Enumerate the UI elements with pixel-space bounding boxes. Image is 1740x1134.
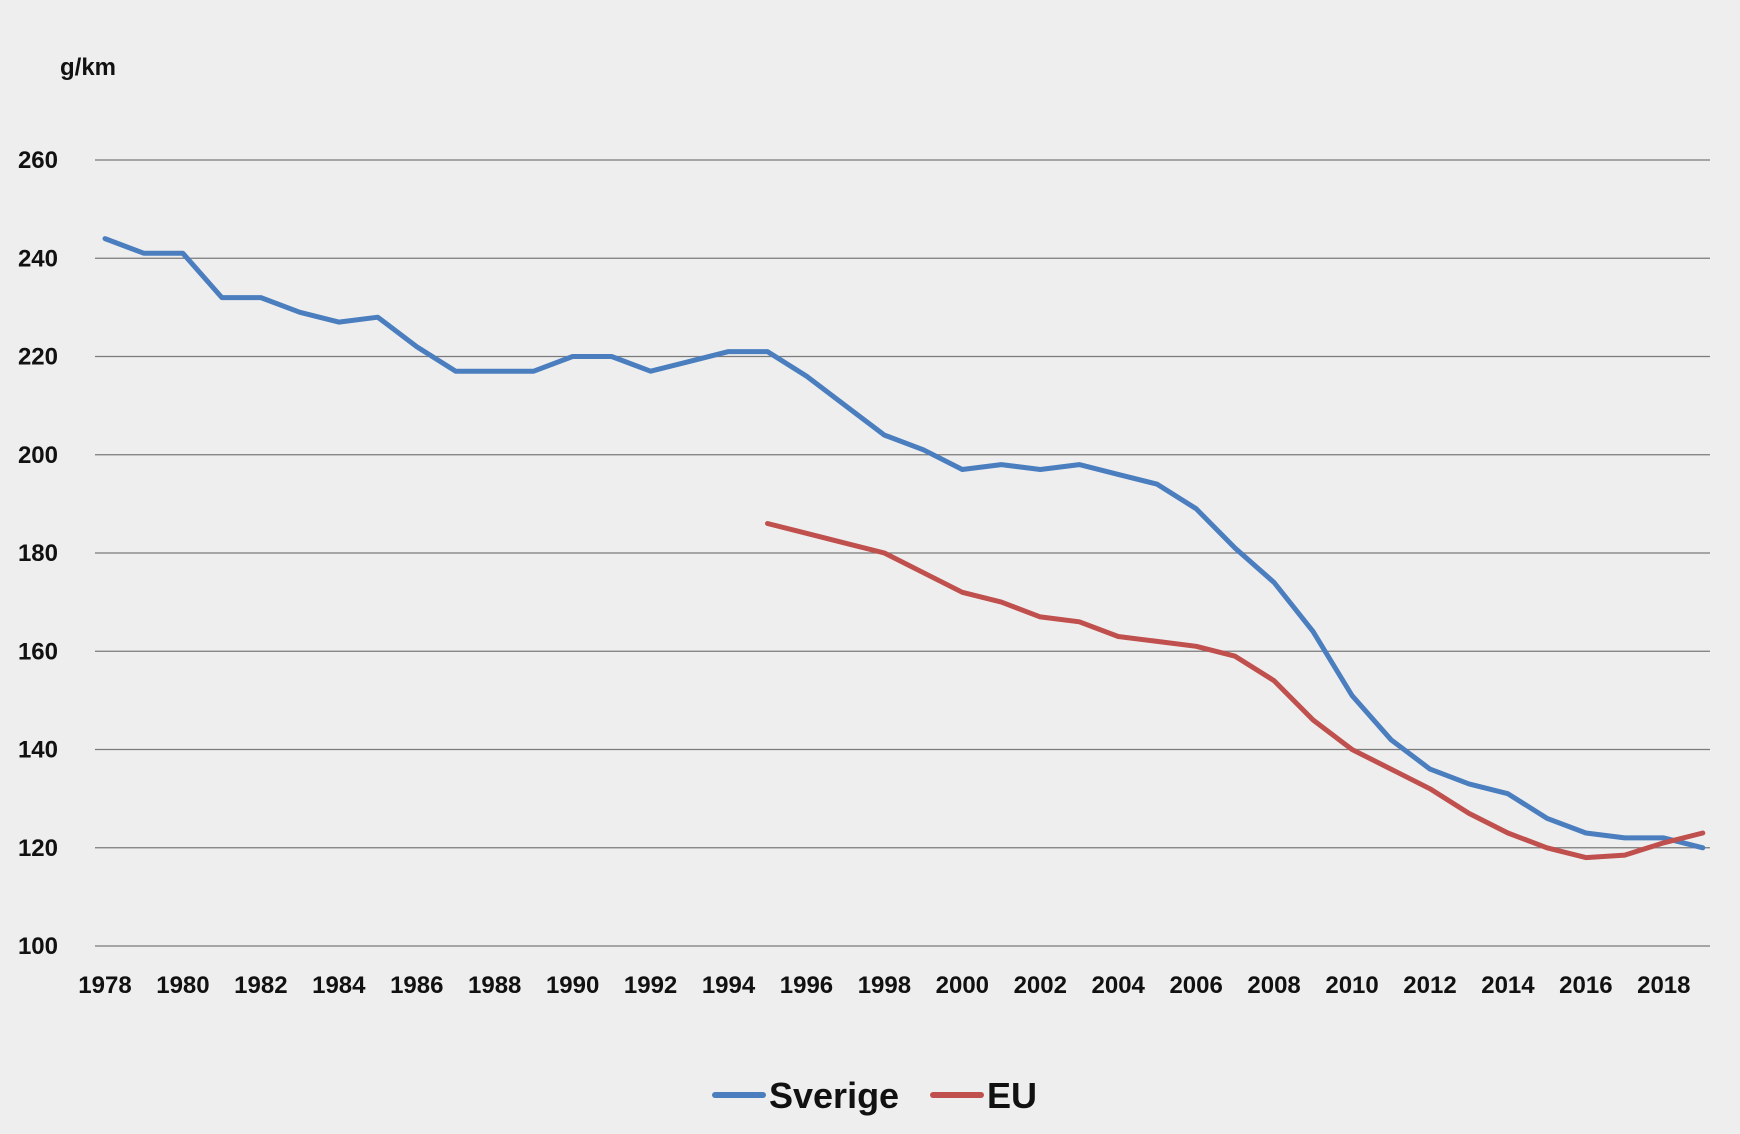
x-tick-label: 1996 (780, 972, 833, 999)
x-tick-label: 2000 (936, 972, 989, 999)
x-tick-label: 1978 (78, 972, 131, 999)
x-tick-label: 2010 (1325, 972, 1378, 999)
y-tick-label: 140 (18, 737, 58, 764)
series-lines (102, 236, 1706, 861)
x-tick-label: 1990 (546, 972, 599, 999)
x-tick-label: 2008 (1247, 972, 1300, 999)
x-tick-label: 2002 (1014, 972, 1067, 999)
y-axis-unit-label: g/km (60, 54, 116, 81)
x-tick-label: 2014 (1481, 972, 1535, 999)
x-tick-label: 2018 (1637, 972, 1690, 999)
y-axis-ticks: 100 120 140 160 180 200 220 240 260 (18, 147, 58, 960)
y-tick-label: 240 (18, 245, 58, 272)
x-tick-label: 1992 (624, 972, 677, 999)
gridlines (95, 159, 1710, 947)
x-tick-label: 1984 (312, 972, 366, 999)
x-tick-label: 2016 (1559, 972, 1612, 999)
y-tick-label: 160 (18, 638, 58, 665)
y-tick-label: 220 (18, 344, 58, 371)
x-tick-label: 1980 (156, 972, 209, 999)
x-tick-label: 2012 (1403, 972, 1456, 999)
series-line-eu (765, 521, 1706, 861)
x-axis-ticks: 1978 1980 1982 1984 1986 1988 1990 1992 1994 1996… (78, 972, 1690, 999)
legend: Sverige EU (712, 1075, 1037, 1116)
legend-label-sverige: Sverige (769, 1075, 899, 1116)
x-tick-label: 1994 (702, 972, 756, 999)
y-tick-label: 100 (18, 933, 58, 960)
x-tick-label: 1988 (468, 972, 521, 999)
x-tick-label: 1982 (234, 972, 287, 999)
series-line-sverige (102, 236, 1706, 851)
x-tick-label: 1998 (858, 972, 911, 999)
x-tick-label: 2006 (1169, 972, 1222, 999)
y-tick-label: 260 (18, 147, 58, 174)
y-tick-label: 120 (18, 835, 58, 862)
y-tick-label: 200 (18, 442, 58, 469)
x-tick-label: 2004 (1092, 972, 1146, 999)
y-tick-label: 180 (18, 540, 58, 567)
x-tick-label: 1986 (390, 972, 443, 999)
legend-label-eu: EU (987, 1075, 1037, 1116)
